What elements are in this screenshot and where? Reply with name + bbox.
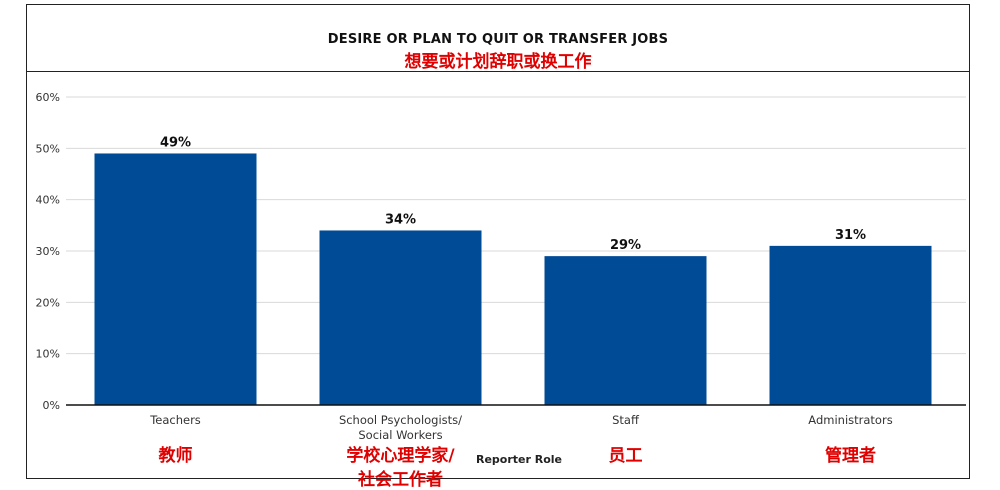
y-tick-label: 40%: [36, 194, 60, 207]
x-tick-label: Teachers: [149, 413, 201, 427]
chart-frame: DESIRE OR PLAN TO QUIT OR TRANSFER JOBS …: [26, 4, 970, 479]
y-tick-label: 50%: [36, 142, 60, 155]
y-tick-label: 10%: [36, 348, 60, 361]
x-tick-label: Staff: [612, 413, 640, 427]
data-label: 31%: [835, 228, 866, 243]
x-tick-label-chinese: 学校心理学家/: [346, 445, 455, 466]
x-tick-label-chinese: 社会工作者: [357, 469, 443, 490]
data-label: 29%: [610, 238, 641, 253]
x-tick-label-chinese: 管理者: [825, 445, 876, 466]
chart-header: DESIRE OR PLAN TO QUIT OR TRANSFER JOBS …: [27, 5, 969, 72]
bar: [94, 153, 257, 405]
bar: [769, 245, 932, 405]
x-axis-label: Reporter Role: [476, 453, 562, 466]
x-tick-label-chinese: 教师: [158, 445, 193, 466]
data-label: 34%: [385, 212, 416, 227]
y-tick-label: 30%: [36, 245, 60, 258]
x-tick-label: School Psychologists/: [339, 413, 462, 427]
chart-title: DESIRE OR PLAN TO QUIT OR TRANSFER JOBS: [327, 32, 669, 47]
x-tick-label-chinese: 员工: [609, 446, 643, 466]
bar: [544, 256, 707, 405]
y-tick-label: 60%: [36, 91, 60, 104]
x-tick-label: Social Workers: [358, 428, 442, 442]
chart-title-chinese: 想要或计划辞职或换工作: [404, 52, 592, 72]
y-tick-label: 20%: [36, 296, 60, 309]
data-label: 49%: [160, 135, 191, 150]
y-tick-label: 0%: [43, 399, 60, 412]
x-tick-label: Administrators: [808, 413, 892, 427]
bar: [319, 230, 482, 405]
